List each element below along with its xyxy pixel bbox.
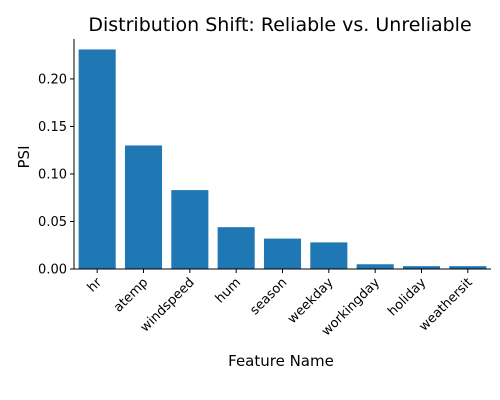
bar-windspeed <box>171 190 209 269</box>
bar-weathersit <box>449 266 487 269</box>
bar-atemp <box>124 145 163 269</box>
bars-group <box>78 49 487 270</box>
x-axis-label: Feature Name <box>228 352 334 370</box>
y-tick-label: 0.20 <box>38 72 67 87</box>
y-tick-label: 0.05 <box>38 215 67 230</box>
x-tick-label: season <box>247 275 290 318</box>
x-tick-label: holiday <box>385 275 429 319</box>
bar-hr <box>78 49 116 270</box>
y-tick-label: 0.10 <box>38 167 67 182</box>
y-axis-label: PSI <box>15 146 33 169</box>
x-tick-label: atemp <box>111 275 151 315</box>
bar-holiday <box>402 266 441 269</box>
chart-title: Distribution Shift: Reliable vs. Unrelia… <box>88 14 471 36</box>
y-tick-label: 0.00 <box>38 263 67 278</box>
x-tick-label: hum <box>213 275 244 306</box>
bar-workingday <box>356 264 394 269</box>
y-tick-label: 0.15 <box>38 120 67 135</box>
y-axis: 0.00 0.05 0.10 0.15 0.20 <box>38 72 74 278</box>
bar-season <box>263 238 302 269</box>
bar-weekday <box>310 242 348 269</box>
x-tick-label: hr <box>85 275 106 296</box>
bar-hum <box>217 227 255 269</box>
